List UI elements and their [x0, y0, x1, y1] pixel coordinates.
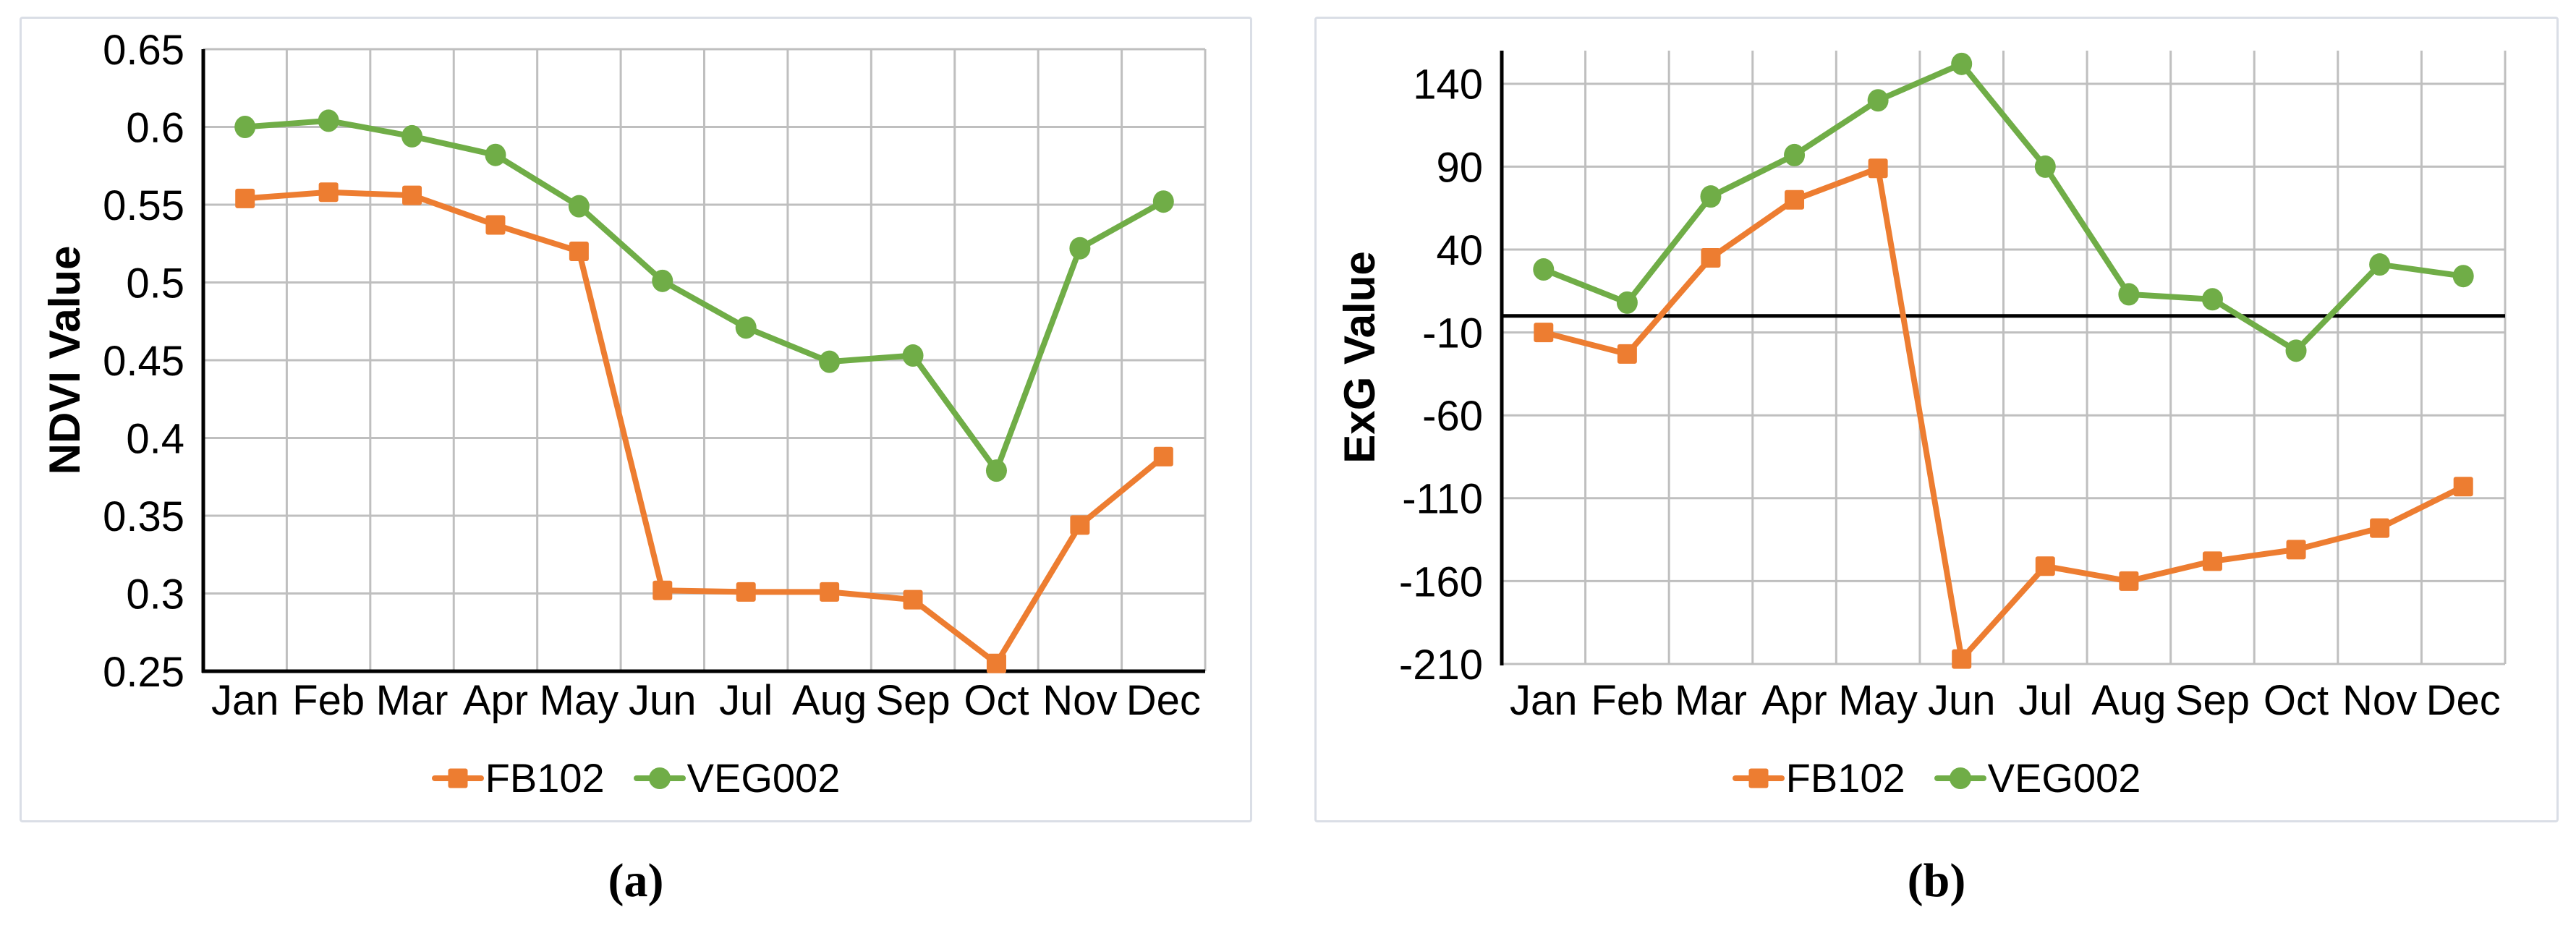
- exg-line-chart: 140 90 40 -10 -60 -110 -160 -210 Jan Feb Mar Apr May…: [1335, 51, 2507, 724]
- svg-text:Jan: Jan: [211, 677, 279, 724]
- svg-text:Dec: Dec: [1126, 677, 1201, 724]
- svg-text:Apr: Apr: [463, 677, 528, 724]
- svg-text:-110: -110: [1402, 476, 1483, 523]
- fb102-square-marker-icon: [1732, 766, 1785, 791]
- svg-text:0.4: 0.4: [126, 415, 184, 462]
- legend-item-veg002: VEG002: [633, 754, 841, 801]
- svg-text:Aug: Aug: [792, 677, 867, 724]
- svg-text:NDVI Value: NDVI Value: [41, 246, 89, 475]
- svg-text:40: 40: [1436, 227, 1483, 274]
- svg-text:Mar: Mar: [1675, 677, 1747, 724]
- legend-item-fb102: FB102: [1732, 754, 1905, 801]
- chart-panel-a: 0.65 0.6 0.55 0.5 0.45 0.4 0.35 0.3 0.25 Jan Feb Ma…: [20, 17, 1252, 822]
- legend-item-fb102: FB102: [431, 754, 605, 801]
- caption-b: (b): [1907, 854, 1966, 907]
- svg-text:0.3: 0.3: [126, 571, 184, 618]
- svg-text:0.5: 0.5: [126, 260, 184, 307]
- svg-text:May: May: [1838, 677, 1918, 724]
- svg-text:Feb: Feb: [292, 677, 365, 724]
- svg-text:Nov: Nov: [2342, 677, 2417, 724]
- svg-text:0.25: 0.25: [103, 649, 184, 696]
- svg-text:-210: -210: [1399, 642, 1483, 689]
- svg-text:-10: -10: [1422, 310, 1483, 357]
- svg-text:Sep: Sep: [875, 677, 950, 724]
- svg-text:0.35: 0.35: [103, 493, 184, 540]
- svg-text:Aug: Aug: [2091, 677, 2166, 724]
- svg-text:Jul: Jul: [719, 677, 773, 724]
- svg-text:0.55: 0.55: [103, 182, 184, 229]
- veg002-circle-marker-icon: [1934, 766, 1986, 791]
- svg-text:ExG Value: ExG Value: [1335, 251, 1384, 464]
- svg-text:140: 140: [1413, 61, 1483, 108]
- caption-a: (a): [608, 854, 664, 907]
- svg-text:-160: -160: [1399, 558, 1483, 605]
- svg-text:Jun: Jun: [1928, 677, 1996, 724]
- svg-text:-60: -60: [1422, 393, 1483, 440]
- svg-text:Oct: Oct: [964, 677, 1029, 724]
- legend-a: FB102 VEG002: [22, 754, 1250, 801]
- svg-text:Feb: Feb: [1591, 677, 1663, 724]
- legend-item-veg002: VEG002: [1934, 754, 2141, 801]
- svg-text:0.6: 0.6: [126, 104, 184, 151]
- svg-text:Nov: Nov: [1042, 677, 1117, 724]
- svg-text:Jan: Jan: [1510, 677, 1578, 724]
- legend-label-veg002: VEG002: [686, 755, 841, 801]
- veg002-circle-marker-icon: [633, 766, 686, 791]
- chart-panel-b: 140 90 40 -10 -60 -110 -160 -210 Jan Feb Mar Apr May…: [1314, 17, 2559, 822]
- svg-text:Mar: Mar: [376, 677, 449, 724]
- svg-text:90: 90: [1436, 144, 1483, 191]
- legend-b: FB102 VEG002: [1317, 754, 2556, 801]
- svg-text:0.65: 0.65: [103, 27, 184, 74]
- legend-label-fb102: FB102: [485, 755, 605, 801]
- svg-text:0.45: 0.45: [103, 338, 184, 385]
- svg-text:Dec: Dec: [2426, 677, 2501, 724]
- legend-label-fb102: FB102: [1785, 755, 1905, 801]
- svg-text:Jun: Jun: [629, 677, 697, 724]
- svg-text:Apr: Apr: [1761, 677, 1827, 724]
- svg-text:May: May: [540, 677, 619, 724]
- legend-label-veg002: VEG002: [1987, 755, 2141, 801]
- fb102-square-marker-icon: [431, 766, 484, 791]
- svg-text:Oct: Oct: [2263, 677, 2329, 724]
- svg-text:Sep: Sep: [2175, 677, 2250, 724]
- svg-text:Jul: Jul: [2018, 677, 2072, 724]
